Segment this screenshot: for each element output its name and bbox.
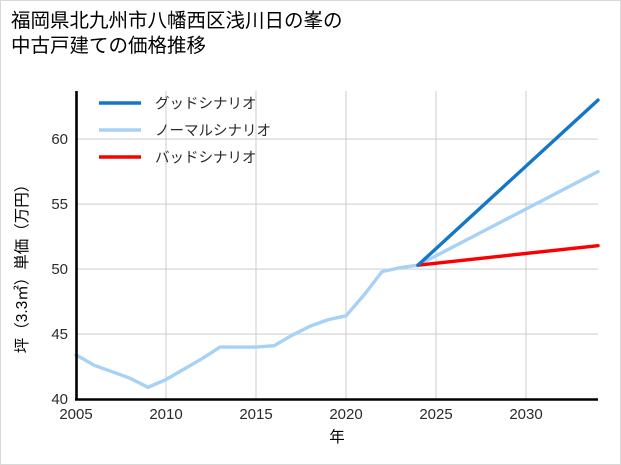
x-tick-label: 2005 [59,406,92,423]
series-line-ノーマルシナリオ [74,169,600,389]
x-axis-title: 年 [329,428,345,446]
legend-label: グッドシナリオ [155,96,257,113]
x-tick-label: 2020 [329,406,362,423]
y-tick-labels: 40 45 50 55 60 [51,131,68,408]
series-group [74,98,600,389]
chart-title: 福岡県北九州市八幡西区浅川日の峯の 中古戸建ての価格推移 [11,10,343,57]
y-tick-label: 60 [51,131,68,148]
x-tick-labels: 2005 2010 2015 2020 2025 2030 [59,406,542,423]
series-line-グッドシナリオ [416,98,600,267]
legend-label: ノーマルシナリオ [155,124,271,140]
legend-label: バッドシナリオ [155,151,257,167]
y-tick-label: 40 [51,391,68,408]
y-tick-label: 55 [51,196,68,213]
axis-spines [75,91,598,401]
x-tick-label: 2030 [509,406,542,423]
series-line-バッドシナリオ [416,243,600,267]
y-axis-title: 坪（3.3㎡）単価（万円） [13,177,31,354]
y-tick-label: 45 [51,326,68,343]
x-tick-label: 2015 [239,406,272,423]
y-tick-label: 50 [51,261,68,278]
x-tick-label: 2025 [419,406,452,423]
x-tick-label: 2010 [149,406,182,423]
